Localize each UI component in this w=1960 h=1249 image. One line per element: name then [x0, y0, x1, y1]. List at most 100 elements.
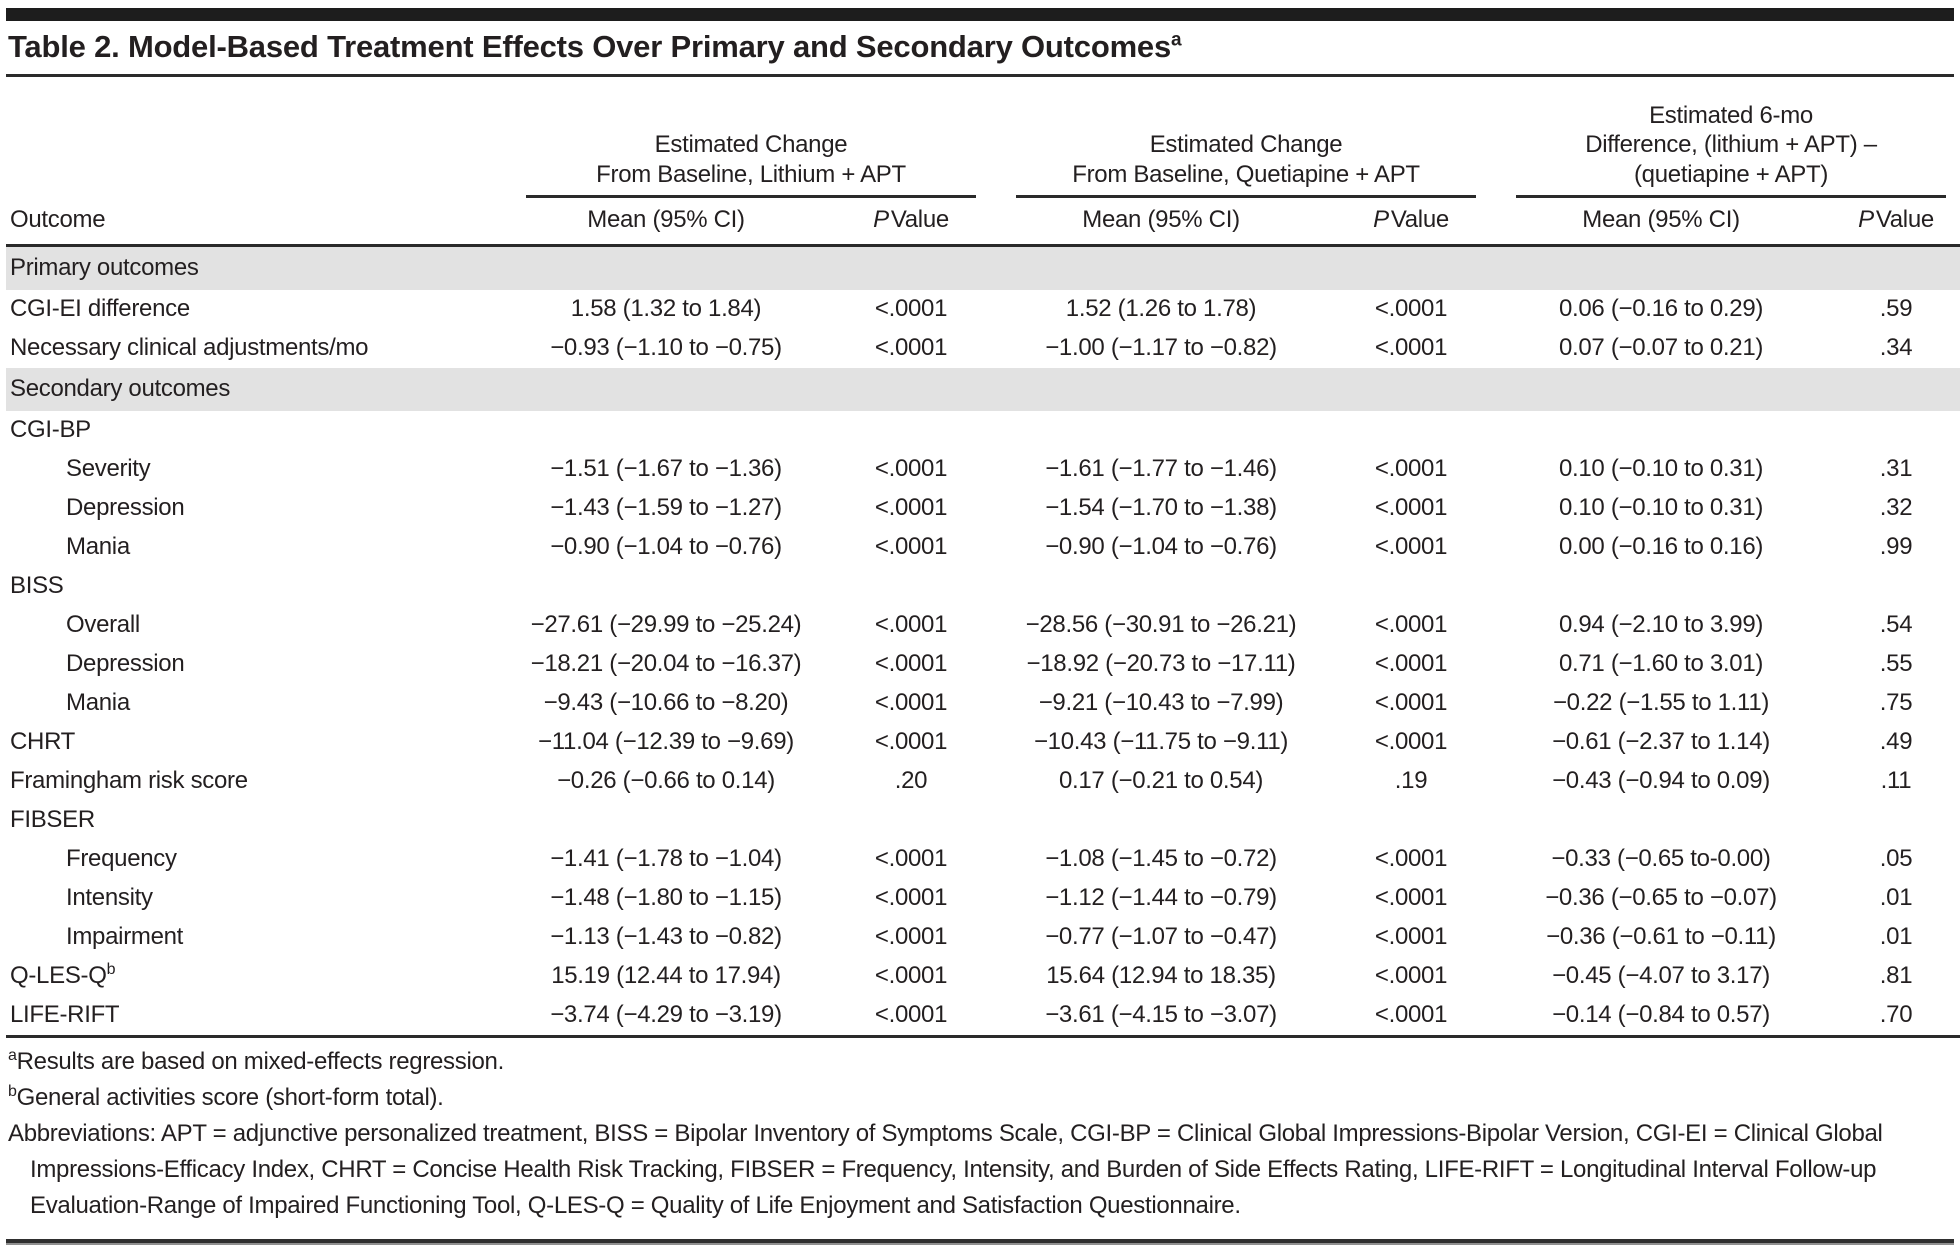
- section-row: Secondary outcomes: [6, 367, 1960, 411]
- col-group-difference-title: Estimated 6-mo Difference, (lithium + AP…: [1516, 101, 1947, 198]
- mean-ci-cell: 0.07 (−0.07 to 0.21): [1558, 333, 1764, 361]
- mean-ci-cell: 0.17 (−0.21 to 0.54): [1058, 766, 1264, 794]
- mean-ci-cell: −3.74 (−4.29 to −3.19): [550, 1000, 782, 1028]
- outcome-group-label: BISS: [6, 567, 506, 606]
- mean-ci-cell: −0.22 (−1.55 to 1.11): [1552, 688, 1770, 716]
- mean-ci-cell: −0.26 (−0.66 to 0.14): [557, 766, 775, 794]
- mean-ci-cell: 15.19 (12.44 to 17.94): [551, 961, 781, 989]
- p-value-cell: <.0001: [874, 333, 948, 361]
- data-row: Framingham risk score −0.26 (−0.66 to 0.1…: [6, 762, 1960, 801]
- p-rest: Value: [890, 205, 949, 233]
- p-value-cell: .32: [1879, 493, 1913, 521]
- table-title-footnote-marker: a: [1171, 29, 1182, 51]
- p-value-cell: <.0001: [1374, 688, 1448, 716]
- mean-ci-cell: −27.61 (−29.99 to −25.24): [530, 610, 802, 638]
- bottom-rule: [6, 1239, 1954, 1245]
- mean-ci-cell: 1.58 (1.32 to 1.84): [570, 294, 762, 322]
- p-value-cell: .34: [1879, 333, 1913, 361]
- outcome-label: Necessary clinical adjustments/mo: [6, 329, 506, 368]
- footnote-b: bGeneral activities score (short-form to…: [6, 1080, 1954, 1116]
- table-title-text: Table 2. Model-Based Treatment Effects O…: [8, 29, 1172, 64]
- p-value-cell: .11: [1880, 766, 1912, 794]
- footnote-a: aResults are based on mixed-effects regr…: [6, 1044, 1954, 1080]
- p-value-cell: [1826, 567, 1960, 606]
- outcome-label: Severity: [6, 450, 506, 489]
- outcome-text: Frequency: [66, 844, 177, 872]
- p-value-cell: <.0001: [1374, 883, 1448, 911]
- p-value-cell: .54: [1879, 610, 1913, 638]
- mean-ci-cell: 0.10 (−0.10 to 0.31): [1558, 493, 1764, 521]
- p-value-cell: [826, 411, 996, 450]
- footnote-a-text: Results are based on mixed-effects regre…: [16, 1047, 505, 1075]
- p-value-cell: <.0001: [874, 844, 948, 872]
- mean-ci-cell: −0.77 (−1.07 to −0.47): [1045, 922, 1277, 950]
- p-value-cell: <.0001: [874, 727, 948, 755]
- mean-ci-cell: −28.56 (−30.91 to −26.21): [1025, 610, 1297, 638]
- col-group-quetiapine: Estimated Change From Baseline, Quetiapi…: [996, 77, 1496, 198]
- p-value-cell: .49: [1879, 727, 1913, 755]
- outcome-text: Severity: [66, 454, 151, 482]
- p-value-cell: <.0001: [874, 1000, 948, 1028]
- p-italic: P: [1373, 205, 1389, 233]
- col-group-lithium: Estimated Change From Baseline, Lithium …: [506, 77, 996, 198]
- section-row: Primary outcomes: [6, 245, 1960, 290]
- mean-ci-cell: [996, 567, 1326, 606]
- outcome-label: CHRT: [6, 723, 506, 762]
- footnote-b-marker: b: [8, 1082, 17, 1100]
- mean-ci-cell: −0.90 (−1.04 to −0.76): [550, 532, 782, 560]
- outcome-text: Overall: [66, 610, 140, 638]
- mean-ci-cell: −0.14 (−0.84 to 0.57): [1552, 1000, 1770, 1028]
- data-row: Overall −27.61 (−29.99 to −25.24) <.0001 −2…: [6, 606, 1960, 645]
- p-value-cell: .70: [1879, 1000, 1913, 1028]
- mean-ci-cell: −18.92 (−20.73 to −17.11): [1026, 649, 1296, 677]
- mean-ci-cell: −1.61 (−1.77 to −1.46): [1045, 454, 1277, 482]
- outcome-group-label: CGI-BP: [6, 411, 506, 450]
- mean-ci-cell: −1.12 (−1.44 to −0.79): [1045, 883, 1277, 911]
- mean-ci-cell: −0.45 (−4.07 to 3.17): [1552, 961, 1770, 989]
- outcome-text: Impairment: [66, 922, 184, 950]
- p-value-cell: .75: [1879, 688, 1913, 716]
- mean-ci-cell: −0.90 (−1.04 to −0.76): [1045, 532, 1277, 560]
- mean-ci-cell: 1.52 (1.26 to 1.78): [1065, 294, 1257, 322]
- outcome-text: Intensity: [66, 883, 153, 911]
- outcome-text: Framingham risk score: [10, 766, 248, 794]
- data-row: CHRT −11.04 (−12.39 to −9.69) <.0001 −10.43…: [6, 723, 1960, 762]
- p-value-cell: <.0001: [1374, 844, 1448, 872]
- group-row: BISS: [6, 567, 1960, 606]
- data-row: LIFE-RIFT −3.74 (−4.29 to −3.19) <.0001 −3.…: [6, 996, 1960, 1037]
- abbreviations: Abbreviations: APT = adjunctive personal…: [8, 1119, 1883, 1219]
- p-value-cell: [1826, 411, 1960, 450]
- p-value-cell: <.0001: [1374, 727, 1448, 755]
- p-value-cell: [826, 567, 996, 606]
- outcome-label: Mania: [6, 684, 506, 723]
- outcome-label: Intensity: [6, 879, 506, 918]
- mean-ci-cell: [1496, 801, 1826, 840]
- p-rest: Value: [1875, 205, 1934, 233]
- outcome-label: Depression: [6, 645, 506, 684]
- footnote-a-marker: a: [8, 1046, 17, 1064]
- p-value-cell: <.0001: [874, 454, 948, 482]
- outcome-column-header: Outcome: [6, 197, 506, 247]
- data-row: Depression −18.21 (−20.04 to −16.37) <.000…: [6, 645, 1960, 684]
- mean-ci-cell: 0.10 (−0.10 to 0.31): [1558, 454, 1764, 482]
- mean-ci-cell: [996, 411, 1326, 450]
- group-row: FIBSER: [6, 801, 1960, 840]
- data-row: Q-LES-Qb 15.19 (12.44 to 17.94) <.0001 15.6…: [6, 957, 1960, 996]
- p-value-cell: [826, 801, 996, 840]
- p-italic: P: [873, 205, 889, 233]
- p-value-cell: <.0001: [1374, 333, 1448, 361]
- data-row: Necessary clinical adjustments/mo −0.93 (…: [6, 329, 1960, 368]
- mean-ci-cell: [1496, 411, 1826, 450]
- p-value-cell: .01: [1879, 922, 1913, 950]
- mean-ci-cell: 0.71 (−1.60 to 3.01): [1558, 649, 1764, 677]
- mean-ci-cell: −0.33 (−0.65 to-0.00): [1551, 844, 1771, 872]
- mean-ci-cell: −1.48 (−1.80 to −1.15): [550, 883, 782, 911]
- mean-ci-header-quetiapine: Mean (95% CI): [996, 197, 1327, 247]
- p-value-cell: <.0001: [874, 493, 948, 521]
- p-value-cell: .20: [894, 766, 928, 794]
- header-stub: [6, 77, 506, 198]
- outcome-label: Framingham risk score: [6, 762, 506, 801]
- mean-ci-cell: −1.41 (−1.78 to −1.04): [550, 844, 782, 872]
- data-row: Impairment −1.13 (−1.43 to −0.82) <.0001 −0…: [6, 918, 1960, 957]
- col-group-quetiapine-title: Estimated Change From Baseline, Quetiapi…: [1016, 130, 1477, 198]
